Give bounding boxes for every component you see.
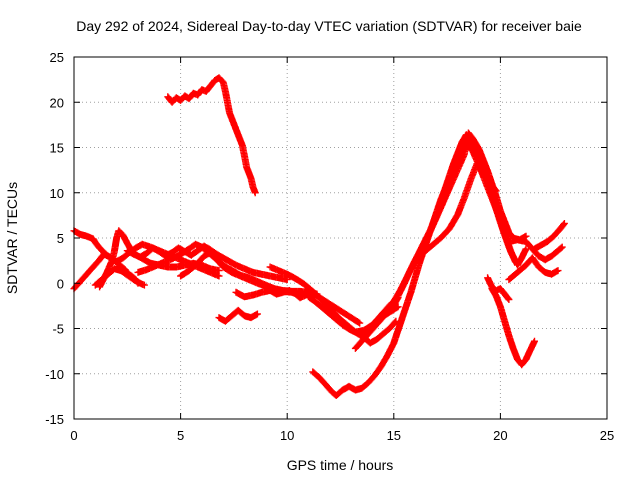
y-tick-label: 25 (50, 50, 64, 65)
x-tick-label: 25 (600, 428, 614, 443)
y-tick-label: 5 (57, 231, 64, 246)
x-axis-title: GPS time / hours (287, 457, 394, 473)
y-tick-label: -5 (52, 322, 64, 337)
y-tick-label: 15 (50, 141, 64, 156)
x-tick-label: 20 (493, 428, 507, 443)
y-axis-title: SDTVAR / TECUs (4, 182, 20, 294)
x-tick-label: 15 (387, 428, 401, 443)
x-tick-label: 0 (70, 428, 77, 443)
y-tick-label: 10 (50, 186, 64, 201)
chart-title: Day 292 of 2024, Sidereal Day-to-day VTE… (76, 18, 582, 34)
y-tick-label: -10 (45, 367, 64, 382)
y-tick-label: 20 (50, 95, 64, 110)
x-tick-label: 5 (177, 428, 184, 443)
y-tick-label: -15 (45, 412, 64, 427)
y-tick-label: 0 (57, 276, 64, 291)
sdtvar-chart: 0 5 10 15 20 25 -15 -10 -5 0 5 10 15 20 25 Day 292 of… (0, 0, 640, 480)
x-tick-label: 10 (280, 428, 294, 443)
